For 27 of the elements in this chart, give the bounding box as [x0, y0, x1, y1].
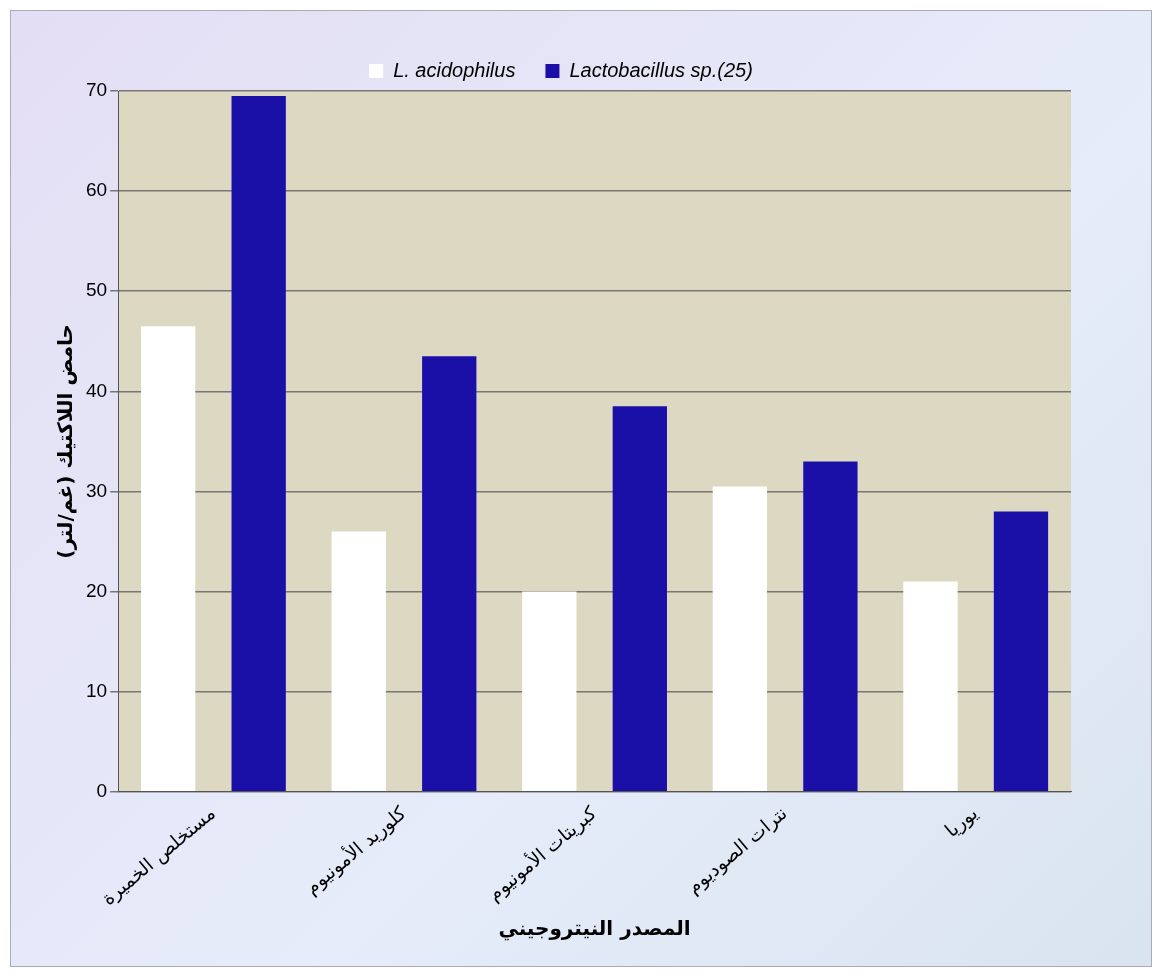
bar: [422, 356, 477, 792]
y-tick-label: 20: [85, 579, 108, 601]
legend-label: L. acidophilus: [393, 58, 516, 81]
y-tick-label: 50: [85, 279, 108, 301]
y-tick-label: 30: [85, 479, 108, 501]
y-tick-label: 60: [85, 179, 108, 201]
y-axis-title: حامض اللاكتيك (غم/لتر): [53, 324, 78, 559]
y-tick-label: 40: [85, 379, 108, 401]
bar: [522, 591, 577, 792]
x-tick-label: كبريتات الأمونيوم: [483, 800, 602, 906]
bar: [803, 461, 858, 792]
y-tick-label: 10: [85, 679, 108, 701]
bar: [141, 326, 196, 792]
bar: [331, 531, 386, 792]
bar: [612, 406, 667, 792]
x-axis-title: المصدر النيتروجيني: [498, 916, 691, 942]
x-tick-label: مستخلص الخميرة: [96, 801, 220, 910]
x-tick-label: يوريا: [940, 801, 983, 842]
x-tick-label: كلوريد الأمونيوم: [300, 800, 412, 899]
bar: [903, 581, 958, 792]
legend-label: Lactobacillus sp.(25): [569, 58, 753, 81]
x-tick-label: نترات الصوديوم: [682, 801, 792, 899]
bar: [712, 486, 768, 792]
bar: [231, 96, 286, 792]
bar: [993, 511, 1049, 792]
y-tick-label: 70: [85, 79, 108, 101]
y-tick-label: 0: [96, 779, 108, 801]
